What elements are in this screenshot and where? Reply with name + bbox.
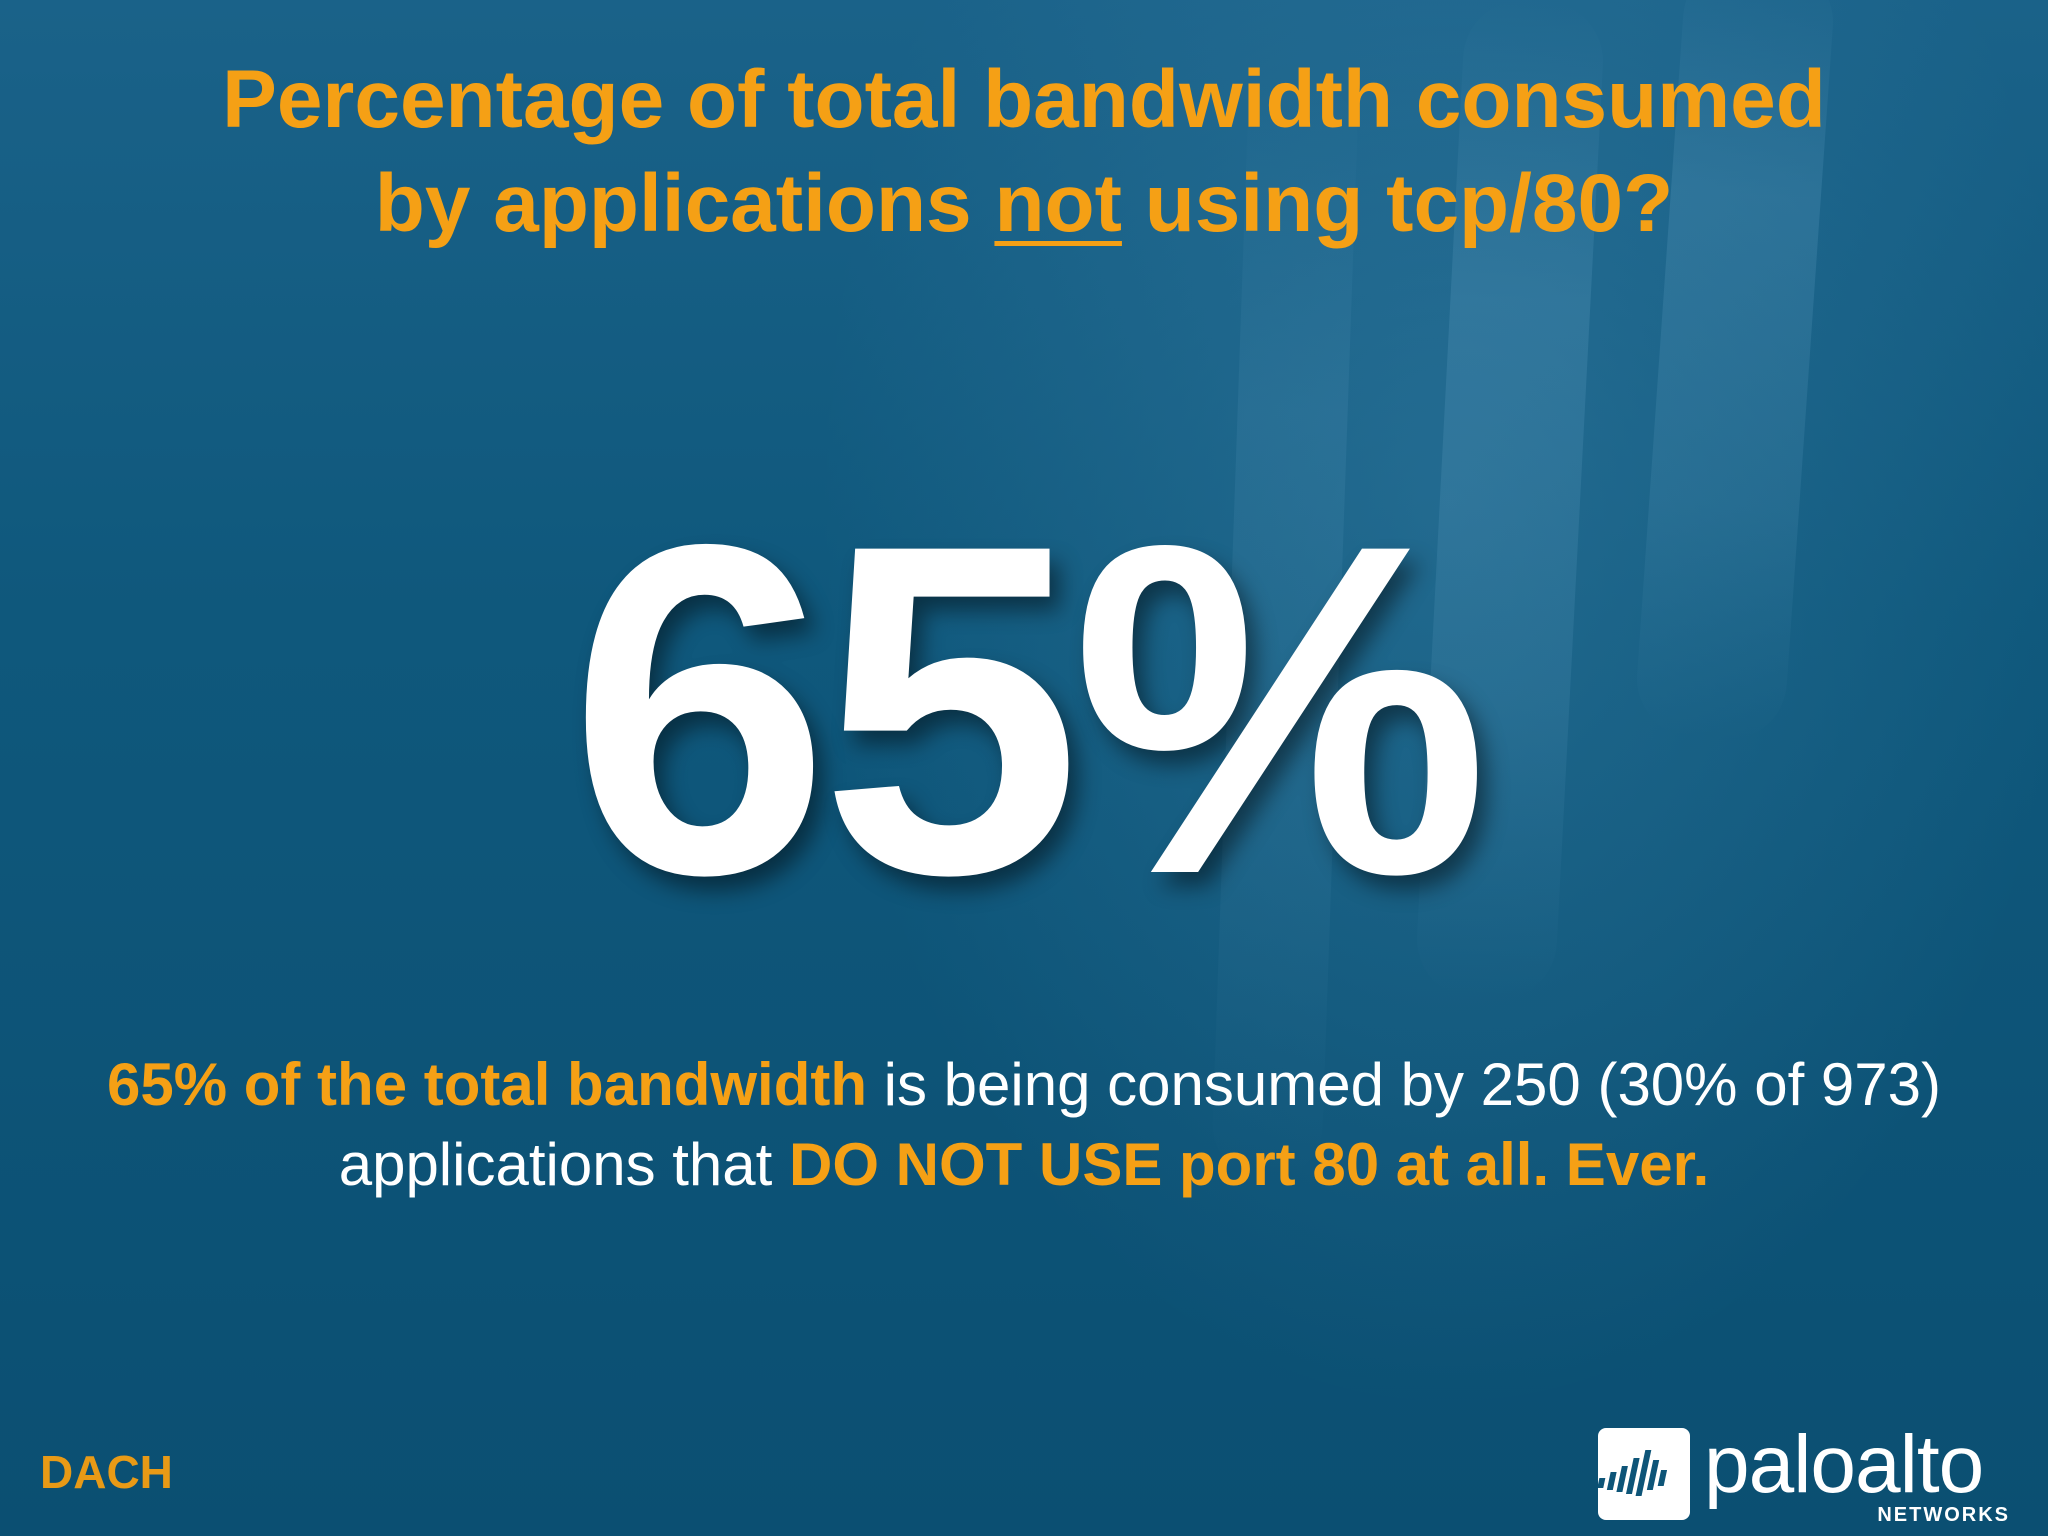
slide-title-line2-pre: by applications [374, 158, 995, 249]
logo-wordmark: paloalto [1704, 1419, 1984, 1510]
caption-body: is being consumed by 250 (30% of 973) ap… [338, 1051, 1941, 1198]
slide-title-line1: Percentage of total bandwidth consumed [222, 54, 1826, 145]
slide-title-underlined-word: not [994, 158, 1122, 249]
slide-title: Percentage of total bandwidth consumed b… [80, 48, 1968, 256]
main-stat: 65% [568, 447, 1490, 972]
caption-highlight-2: DO NOT USE port 80 at all. Ever. [789, 1131, 1710, 1198]
caption-text: 65% of the total bandwidth is being cons… [60, 1045, 1988, 1205]
logo-subtitle: NETWORKS [1877, 1504, 2010, 1526]
paloalto-logo-icon [1597, 1428, 1690, 1520]
caption-highlight-1: 65% of the total bandwidth [107, 1051, 867, 1118]
region-label: DACH [40, 1446, 173, 1498]
company-logo: paloalto NETWORKS [1597, 1419, 2018, 1526]
slide-title-line2: by applications not using tcp/80? [80, 152, 1968, 256]
slide-title-line2-post: using tcp/80? [1121, 158, 1674, 249]
